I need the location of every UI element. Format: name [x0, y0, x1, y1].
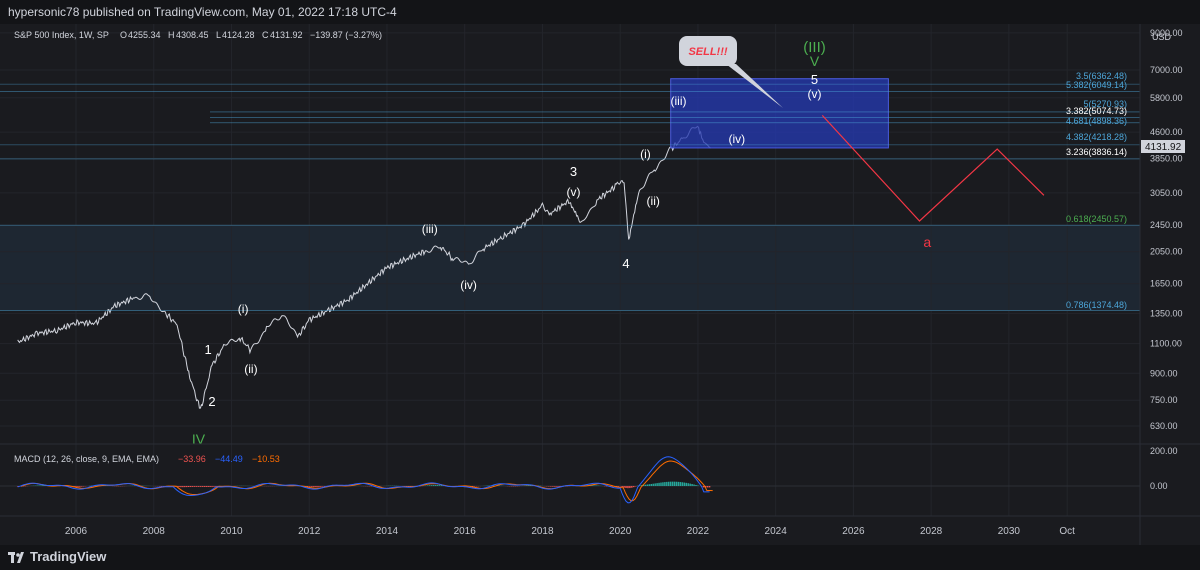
wave-label: 3 [570, 164, 577, 179]
y-tick-label: 3850.00 [1150, 153, 1183, 163]
price-series-line [17, 125, 711, 409]
x-tick-label: 2030 [998, 526, 1021, 537]
wave-label: (ii) [244, 362, 257, 376]
macd-tick-label: 0.00 [1150, 481, 1168, 491]
x-tick-label: 2010 [220, 526, 243, 537]
fib-label: 3.382(5074.73) [1066, 106, 1127, 116]
macd-label: MACD (12, 26, close, 9, EMA, EMA) [14, 454, 159, 464]
wave-label: (ii) [647, 194, 660, 208]
price-change: −139.87 (−3.27%) [310, 30, 382, 40]
fib-label: 0.618(2450.57) [1066, 214, 1127, 224]
current-price-value: 4131.92 [1145, 142, 1182, 153]
x-tick-label: 2028 [920, 526, 943, 537]
price-path[interactable] [17, 125, 711, 409]
ohlc-open: 4255.34 [128, 30, 161, 40]
x-tick-label: 2016 [454, 526, 477, 537]
wave-label: (iii) [670, 94, 686, 108]
x-tick-label: 2024 [765, 526, 788, 537]
y-tick-label: 1100.00 [1150, 339, 1182, 349]
publish-header: hypersonic78 published on TradingView.co… [0, 0, 1200, 24]
x-tick-label: 2006 [65, 526, 88, 537]
fib-label: 0.786(1374.48) [1066, 300, 1127, 310]
y-tick-label: 2450.00 [1150, 220, 1183, 230]
x-tick-label: 2018 [531, 526, 554, 537]
fib-label: 4.681(4898.36) [1066, 116, 1127, 126]
x-tick-label: 2020 [609, 526, 632, 537]
wave-label: 2 [208, 394, 215, 409]
macd-signal-line [20, 460, 713, 502]
wave-label: a [923, 234, 931, 250]
ohlc-high-label: H [168, 30, 175, 40]
wave-label: (III) [803, 39, 826, 56]
wave-label: (iv) [728, 132, 745, 146]
x-tick-label: 2008 [143, 526, 166, 537]
publisher-text: hypersonic78 published on TradingView.co… [8, 5, 397, 19]
y-tick-label: 1650.00 [1150, 279, 1183, 289]
ohlc-high: 4308.45 [176, 30, 209, 40]
ohlc-low-label: L [216, 30, 221, 40]
y-tick-label: 5800.00 [1150, 93, 1183, 103]
wave-label: (iv) [460, 278, 477, 292]
sell-callout-text: SELL!!! [688, 46, 727, 58]
macd-value-signal: −10.53 [252, 454, 280, 464]
sell-callout: SELL!!! [679, 36, 783, 108]
projection-path [821, 114, 1045, 222]
x-tick-label: 2014 [376, 526, 399, 537]
y-tick-label: 2050.00 [1150, 247, 1183, 257]
fib-label: 5.382(6049.14) [1066, 80, 1127, 90]
current-price-tag: 4131.92 [1141, 140, 1185, 153]
fib-label: 5(5270.93) [1083, 99, 1127, 109]
y-tick-label: 9000.00 [1150, 28, 1183, 38]
macd-tick-label: 200.00 [1150, 446, 1178, 456]
wave-label: 5 [811, 72, 818, 87]
x-tick-label: 2012 [298, 526, 321, 537]
price-chart[interactable]: 3.5(6362.48)5.382(6049.14) 5(5270.93)3.38… [0, 24, 1200, 545]
wave-label: (i) [238, 302, 249, 316]
y-tick-label: 630.00 [1150, 421, 1178, 431]
x-tick-label: 2026 [842, 526, 865, 537]
sell-zone-box[interactable] [670, 78, 889, 149]
ohlc-close-label: C [262, 30, 269, 40]
ohlc-low: 4124.28 [222, 30, 255, 40]
wave-label: V [810, 53, 820, 69]
wave-label: (i) [640, 147, 651, 161]
ohlc-open-label: O [120, 30, 127, 40]
currency-label: USD [1152, 32, 1172, 42]
tradingview-logo-icon [8, 552, 24, 563]
y-tick-label: 3050.00 [1150, 188, 1183, 198]
wave-label: (iii) [422, 222, 438, 236]
macd-value-histogram: −33.96 [178, 454, 206, 464]
fib-label: 4.382(4218.28) [1066, 132, 1127, 142]
y-tick-label: 7000.00 [1150, 65, 1183, 75]
ohlc-close: 4131.92 [270, 30, 303, 40]
wave-label: (v) [808, 87, 822, 101]
fib-label: 3.236(3836.14) [1066, 147, 1127, 157]
brand-name: TradingView [30, 549, 107, 564]
y-tick-label: 750.00 [1150, 395, 1178, 405]
y-tick-label: 1350.00 [1150, 308, 1183, 318]
wave-label: IV [192, 431, 206, 447]
wave-label: (v) [567, 185, 581, 199]
macd-value-macd: −44.49 [215, 454, 243, 464]
symbol-name: S&P 500 Index, 1W, SP [14, 30, 109, 40]
macd-line [17, 456, 710, 504]
x-tick-label: 2022 [687, 526, 710, 537]
brand-footer: TradingView [0, 545, 1200, 570]
x-tick-label: Oct [1059, 526, 1075, 537]
fib-label: 3.5(6362.48) [1076, 71, 1127, 81]
wave-label: 1 [205, 342, 212, 357]
wave-label: 4 [622, 256, 629, 271]
y-tick-label: 900.00 [1150, 368, 1178, 378]
fib-zone-band [0, 225, 1140, 311]
y-tick-label: 4600.00 [1150, 127, 1183, 137]
